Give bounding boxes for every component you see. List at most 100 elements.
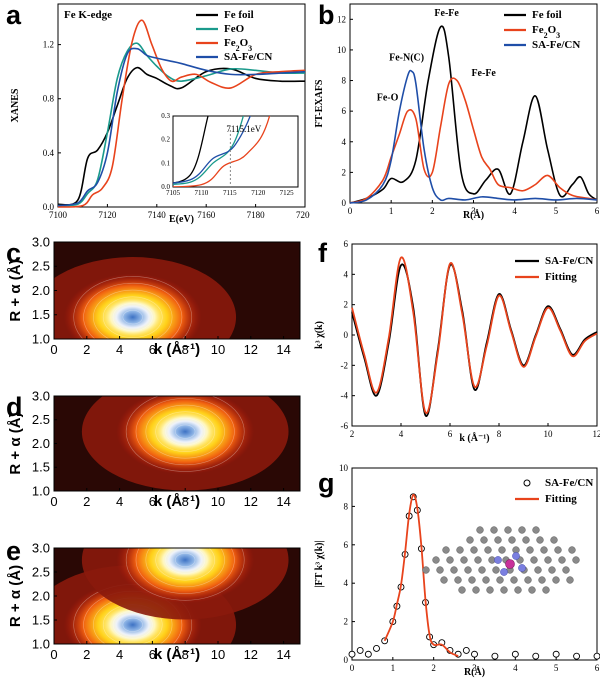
carbon-atom — [526, 546, 534, 554]
panel-label-g: g — [318, 468, 335, 498]
carbon-atom — [446, 556, 454, 564]
x-tick-label: 6 — [595, 206, 600, 216]
carbon-atom — [536, 536, 544, 544]
series-line-fe-foil — [57, 66, 306, 206]
legend-label-fe-foil: Fe foil — [224, 9, 254, 21]
legend-label-sa-fe-cn: SA-Fe/CN — [545, 255, 593, 267]
carbon-atom — [466, 536, 474, 544]
x-tick-label: 5 — [554, 663, 559, 673]
heatmap-field — [54, 242, 300, 339]
series-line-fe2o3 — [57, 19, 306, 208]
annotation-fe-o: Fe-O — [377, 92, 399, 103]
data-point-sa-fe-cn — [471, 650, 478, 658]
carbon-atom — [484, 546, 492, 554]
x-tick-label: 0 — [50, 647, 57, 662]
panel-label-e: e — [6, 536, 22, 566]
contour-line — [93, 289, 173, 339]
carbon-atom — [486, 586, 494, 594]
carbon-atom — [518, 526, 526, 534]
y-tick-label: 0 — [344, 330, 349, 340]
carbon-atom — [468, 576, 476, 584]
carbon-atom — [544, 556, 552, 564]
series-line-fitting — [351, 256, 598, 414]
y-tick-label: 1.5 — [32, 612, 50, 627]
x-tick-label: 1 — [389, 206, 394, 216]
y-tick-label: 3.0 — [32, 388, 50, 403]
y-tick-label: -6 — [341, 421, 349, 431]
x-tick-label: 7120 — [98, 210, 117, 220]
x-tick-label: 1 — [391, 663, 396, 673]
x-tick-label: 2 — [83, 494, 90, 509]
x-tick-label: 10 — [211, 494, 225, 509]
contour-line — [155, 411, 216, 452]
carbon-atom — [490, 526, 498, 534]
y-tick-label: -4 — [341, 391, 349, 401]
y-tick-label: 8 — [344, 501, 349, 511]
y-tick-label: 4 — [344, 269, 349, 279]
y-axis-label: R + α (Å) — [7, 259, 24, 321]
carbon-atom — [510, 576, 518, 584]
panel-label-c: c — [6, 238, 22, 268]
y-tick-label: 2.5 — [32, 259, 50, 274]
x-axis-label: R(Å) — [464, 666, 485, 678]
data-point-sa-fe-cn — [356, 646, 364, 654]
carbon-atom — [476, 526, 484, 534]
x-tick-label: 0 — [50, 342, 57, 357]
y-tick-label: 2.5 — [32, 412, 50, 427]
x-tick-label: 14 — [276, 647, 290, 662]
carbon-atom — [532, 526, 540, 534]
heatmap-maximum — [103, 297, 163, 337]
x-tick-label: 7160 — [197, 210, 216, 220]
inset-frame — [172, 115, 299, 188]
x-tick-label: 2 — [350, 429, 355, 439]
carbon-atom — [470, 546, 478, 554]
y-tick-label: 2 — [342, 167, 347, 177]
x-tick-label: 12 — [244, 342, 258, 357]
carbon-atom — [478, 566, 486, 574]
nitrogen-atom — [494, 556, 502, 564]
y-tick-label: 6 — [344, 540, 349, 550]
series-line-fe2o3 — [349, 77, 598, 204]
annotation-fe-n-c: Fe-N(C) — [389, 53, 424, 64]
y-tick-label: 0.4 — [43, 148, 55, 158]
contour-line — [145, 548, 225, 588]
panel-label-b: b — [318, 0, 335, 30]
x-tick-label: 2 — [431, 663, 436, 673]
carbon-atom — [464, 566, 472, 574]
x-tick-label: 4 — [116, 342, 123, 357]
y-tick-label: 3.0 — [32, 540, 50, 555]
contour-line — [165, 548, 206, 574]
series-line-fe-foil — [349, 25, 598, 204]
x-tick-label: 4 — [116, 494, 123, 509]
nitrogen-atom — [512, 552, 520, 560]
carbon-atom — [568, 546, 576, 554]
contour-line — [102, 296, 163, 338]
y-tick-label: 4 — [344, 578, 349, 588]
carbon-atom — [450, 566, 458, 574]
heatmap-field — [54, 396, 300, 491]
carbon-atom — [454, 576, 462, 584]
series-line-sa-fe-cn — [349, 69, 598, 204]
carbon-atom — [540, 546, 548, 554]
carbon-atom — [442, 546, 450, 554]
contour-line — [135, 398, 235, 466]
y-tick-label: 0 — [344, 655, 349, 665]
carbon-atom — [482, 576, 490, 584]
carbon-atom — [522, 536, 530, 544]
carbon-atom — [498, 546, 506, 554]
contour-line — [155, 548, 216, 581]
inset-x-tick-label: 7125 — [280, 189, 295, 197]
y-tick-label: 2 — [344, 300, 349, 310]
x-tick-label: 10 — [211, 342, 225, 357]
y-tick-label: 1.0 — [32, 636, 50, 651]
inset-series-line — [173, 116, 271, 187]
y-tick-label: 0.8 — [43, 94, 55, 104]
x-tick-label: 7140 — [148, 210, 167, 220]
x-tick-label: 6 — [595, 663, 600, 673]
legend-label: Fe foil — [532, 9, 562, 21]
data-point-sa-fe-cn — [454, 650, 462, 658]
x-tick-label: 2 — [83, 342, 90, 357]
contour-line — [175, 552, 196, 568]
legend-label-feo: FeO — [224, 23, 245, 35]
